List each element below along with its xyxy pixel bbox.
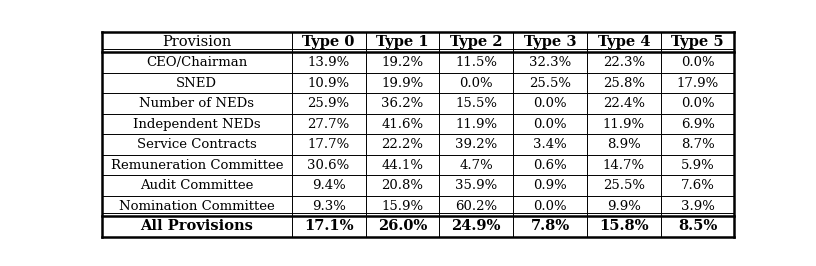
Text: Type 5: Type 5 (672, 35, 724, 49)
Text: 41.6%: 41.6% (381, 118, 424, 131)
Text: 27.7%: 27.7% (308, 118, 350, 131)
Text: 20.8%: 20.8% (381, 179, 424, 192)
Text: 60.2%: 60.2% (455, 200, 497, 213)
Text: 25.8%: 25.8% (603, 77, 645, 90)
Text: 22.4%: 22.4% (603, 97, 645, 110)
Text: Remuneration Committee: Remuneration Committee (111, 159, 283, 172)
Text: Type 2: Type 2 (450, 35, 503, 49)
Text: 26.0%: 26.0% (378, 219, 427, 234)
Text: Nomination Committee: Nomination Committee (119, 200, 275, 213)
Text: 0.0%: 0.0% (459, 77, 493, 90)
Text: 9.4%: 9.4% (312, 179, 345, 192)
Text: 19.2%: 19.2% (381, 56, 424, 69)
Text: 19.9%: 19.9% (381, 77, 424, 90)
Text: 7.6%: 7.6% (681, 179, 715, 192)
Text: 0.0%: 0.0% (681, 56, 715, 69)
Text: 7.8%: 7.8% (530, 219, 570, 234)
Text: 36.2%: 36.2% (381, 97, 424, 110)
Text: Type 4: Type 4 (597, 35, 650, 49)
Text: 35.9%: 35.9% (455, 179, 497, 192)
Text: 0.0%: 0.0% (533, 118, 567, 131)
Text: 13.9%: 13.9% (308, 56, 350, 69)
Text: 22.3%: 22.3% (603, 56, 645, 69)
Text: 0.0%: 0.0% (533, 97, 567, 110)
Text: 8.7%: 8.7% (681, 138, 715, 151)
Text: 11.5%: 11.5% (455, 56, 497, 69)
Text: 44.1%: 44.1% (381, 159, 424, 172)
Text: 10.9%: 10.9% (308, 77, 350, 90)
Text: All Provisions: All Provisions (140, 219, 253, 234)
Text: 22.2%: 22.2% (381, 138, 424, 151)
Text: 0.9%: 0.9% (533, 179, 567, 192)
Text: 25.9%: 25.9% (308, 97, 350, 110)
Text: Number of NEDs: Number of NEDs (140, 97, 255, 110)
Text: Type 1: Type 1 (376, 35, 428, 49)
Text: Type 3: Type 3 (524, 35, 576, 49)
Text: 0.0%: 0.0% (533, 200, 567, 213)
Text: 4.7%: 4.7% (459, 159, 493, 172)
Text: CEO/Chairman: CEO/Chairman (146, 56, 247, 69)
Text: 15.5%: 15.5% (455, 97, 497, 110)
Text: Provision: Provision (162, 35, 232, 49)
Text: 25.5%: 25.5% (603, 179, 645, 192)
Text: 3.4%: 3.4% (533, 138, 567, 151)
Text: 8.5%: 8.5% (678, 219, 717, 234)
Text: 0.6%: 0.6% (533, 159, 567, 172)
Text: 0.0%: 0.0% (681, 97, 715, 110)
Text: 5.9%: 5.9% (681, 159, 715, 172)
Text: SNED: SNED (176, 77, 217, 90)
Text: 15.8%: 15.8% (599, 219, 649, 234)
Text: 17.9%: 17.9% (676, 77, 719, 90)
Text: Audit Committee: Audit Committee (140, 179, 254, 192)
Text: 8.9%: 8.9% (607, 138, 641, 151)
Text: 6.9%: 6.9% (681, 118, 715, 131)
Text: 30.6%: 30.6% (308, 159, 350, 172)
Text: Type 0: Type 0 (303, 35, 355, 49)
Text: 25.5%: 25.5% (529, 77, 571, 90)
Text: 32.3%: 32.3% (529, 56, 571, 69)
Text: 17.1%: 17.1% (304, 219, 353, 234)
Text: 11.9%: 11.9% (455, 118, 497, 131)
Text: Independent NEDs: Independent NEDs (133, 118, 260, 131)
Text: 11.9%: 11.9% (603, 118, 645, 131)
Text: 3.9%: 3.9% (681, 200, 715, 213)
Text: 9.9%: 9.9% (607, 200, 641, 213)
Text: 9.3%: 9.3% (312, 200, 345, 213)
Text: Service Contracts: Service Contracts (137, 138, 257, 151)
Text: 39.2%: 39.2% (455, 138, 497, 151)
Text: 24.9%: 24.9% (451, 219, 501, 234)
Text: 14.7%: 14.7% (603, 159, 645, 172)
Text: 15.9%: 15.9% (381, 200, 424, 213)
Text: 17.7%: 17.7% (308, 138, 350, 151)
